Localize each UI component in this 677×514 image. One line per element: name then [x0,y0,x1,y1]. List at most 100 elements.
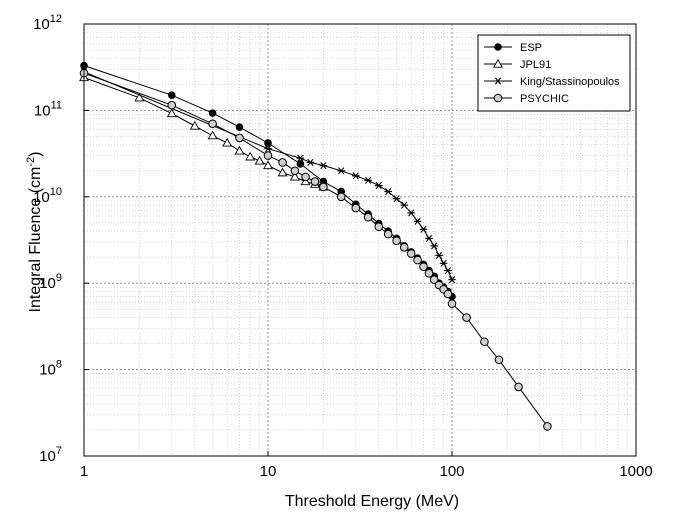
y-tick-label: 1010 [33,186,62,206]
y-axis-title: Integral Fluence (cm-2) [25,152,44,313]
data-point-psychic [235,133,244,143]
data-point-psychic [278,158,287,167]
y-tick-label-base: 10 [39,275,56,292]
data-point-king-stassinopoulos [444,266,452,275]
y-axis-title-superscript: -2 [25,157,37,167]
series-psychic [79,68,552,431]
data-point-esp [208,109,217,117]
data-point-psychic [462,313,471,322]
data-point-king-stassinopoulos [296,154,305,162]
data-point-psychic [406,249,416,258]
data-point-king-stassinopoulos [264,145,272,153]
data-point-psychic [443,289,453,299]
legend-label: JPL91 [520,59,551,71]
data-point-psychic [514,382,523,392]
data-point-jpl91 [189,120,200,130]
data-point-jpl91 [134,92,145,102]
data-point-king-stassinopoulos [306,158,315,166]
data-point-psychic [424,269,434,278]
series-layer [79,61,552,431]
data-point-psychic [363,212,373,222]
y-axis-title-close: ) [27,152,44,157]
data-point-esp [167,91,176,99]
data-point-psychic [336,192,346,202]
data-point-king-stassinopoulos [374,181,383,190]
y-tick-label-base: 10 [33,189,50,206]
y-tick-label-exponent: 12 [50,13,62,25]
data-point-jpl91 [222,137,233,147]
data-point-psychic [208,119,217,129]
legend-marker [493,93,503,103]
plot-frame [83,23,637,457]
legend-marker [493,58,503,68]
data-point-king-stassinopoulos [319,161,328,170]
data-point-esp [235,123,244,131]
data-point-king-stassinopoulos [430,242,438,250]
data-point-psychic [374,222,384,232]
data-point-jpl91 [207,130,218,140]
data-point-psychic [399,243,409,252]
data-point-jpl91 [166,108,177,118]
data-point-jpl91 [289,171,300,181]
legend-label: ESP [520,42,542,54]
data-point-king-stassinopoulos [439,259,448,267]
y-tick-label-base: 10 [39,362,56,379]
legend-item-jpl91: JPL91 [484,58,551,71]
y-tick-label-exponent: 7 [56,445,62,457]
y-tick-label-base: 10 [34,102,51,119]
data-point-psychic [319,182,328,192]
data-point-jpl91 [263,160,273,170]
y-tick-label: 107 [39,445,62,465]
data-point-psychic [494,355,504,365]
data-point-psychic [480,337,489,347]
y-tick-label-exponent: 8 [56,359,62,371]
data-point-psychic [263,151,273,160]
data-point-psychic [351,203,361,213]
x-tick-label: 1000 [619,463,652,480]
data-point-king-stassinopoulos [413,217,422,225]
data-point-psychic [167,100,177,110]
data-point-king-stassinopoulos [425,234,433,242]
y-tick-label: 108 [39,359,62,379]
data-point-psychic [419,262,428,272]
data-point-jpl91 [254,155,265,165]
data-point-king-stassinopoulos [392,195,401,203]
data-point-king-stassinopoulos [351,172,360,180]
y-axis-title-main: Integral Fluence (cm [27,167,44,313]
y-tick-label: 1011 [34,99,62,119]
data-point-psychic [310,177,320,186]
data-point-psychic [543,422,552,431]
data-point-psychic [290,166,300,176]
data-point-psychic [413,255,422,265]
legend-marker [494,77,502,85]
y-tick-label-base: 10 [39,448,56,465]
legend-marker [494,43,502,51]
data-point-psychic [392,236,401,246]
x-tick-labels: 1 10 100 1000 [80,463,653,480]
y-tick-label: 109 [39,272,62,292]
x-tick-label: 100 [439,463,464,480]
data-point-jpl91 [245,151,256,161]
data-point-king-stassinopoulos [448,276,456,284]
data-point-jpl91 [234,145,245,155]
data-point-king-stassinopoulos [384,187,392,196]
grid-lines [83,23,637,457]
series-king-stassinopoulos [80,68,456,284]
x-tick-label: 1 [80,463,88,480]
data-point-esp [264,139,272,147]
legend-item-king-stassinopoulos: King/Stassinopoulos [484,76,620,88]
data-point-king-stassinopoulos [435,251,443,259]
data-point-esp [296,160,305,168]
data-point-psychic [301,172,310,182]
y-tick-label-exponent: 10 [50,186,62,198]
y-tick-label-exponent: 9 [56,272,62,284]
x-axis-title: Threshold Energy (MeV) [285,493,459,510]
legend-item-esp: ESP [484,42,542,54]
legend-label: King/Stassinopoulos [520,76,620,88]
y-tick-label: 1012 [33,13,62,33]
data-point-psychic [429,275,439,284]
y-tick-label-base: 10 [33,16,50,33]
data-point-king-stassinopoulos [407,209,415,217]
